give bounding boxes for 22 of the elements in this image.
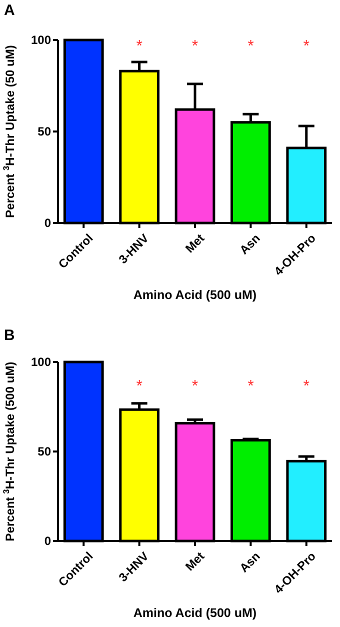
annotation: *: [136, 38, 142, 56]
annotation: *: [136, 378, 142, 396]
x-tick-label: Asn: [236, 549, 263, 576]
annotation: *: [303, 38, 310, 56]
y-tick-label: 50: [38, 124, 52, 139]
x-axis-title: Amino Acid (500 uM): [133, 606, 257, 620]
y-tick-label: 0: [44, 216, 52, 230]
annotation: *: [192, 378, 198, 396]
y-tick-label: 0: [44, 534, 52, 548]
chart-title: A: [4, 2, 15, 19]
annotation: *: [303, 378, 310, 396]
y-tick-label: 50: [38, 444, 52, 459]
x-tick-label: Met: [182, 231, 208, 256]
chart-title: B: [4, 327, 15, 344]
annotation: *: [248, 38, 254, 56]
y-tick-label: 100: [30, 355, 52, 370]
x-axis-title: Amino Acid (500 uM): [133, 288, 257, 302]
x-tick-label: Asn: [236, 231, 263, 258]
annotation: *: [192, 38, 198, 56]
annotation: *: [248, 378, 254, 396]
x-tick-label: Met: [182, 549, 208, 574]
y-tick-label: 100: [30, 33, 52, 48]
